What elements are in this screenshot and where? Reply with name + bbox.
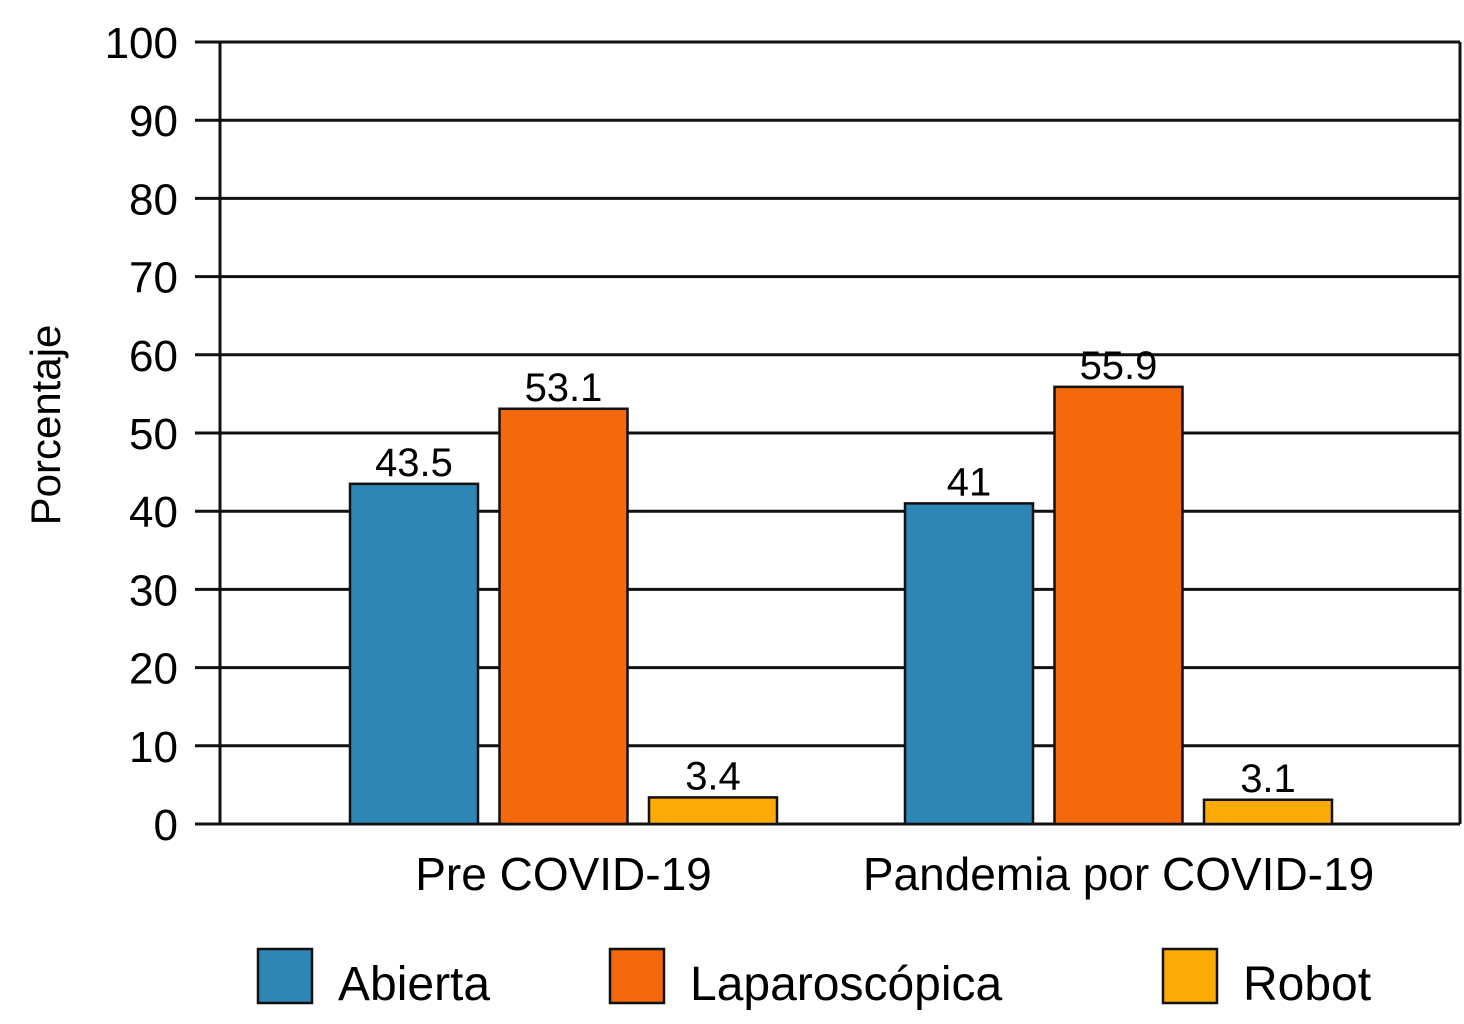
y-tick-label: 90	[129, 97, 178, 146]
y-tick-label: 30	[129, 566, 178, 615]
data-label: 53.1	[525, 366, 603, 410]
y-tick-label: 80	[129, 175, 178, 224]
y-axis-label: Porcentaje	[22, 325, 69, 526]
legend: Abierta Laparoscópica Robot	[256, 947, 1371, 1011]
legend-swatch-laparoscópica	[608, 947, 666, 1005]
y-tick-label: 0	[154, 801, 178, 850]
data-label: 55.9	[1080, 344, 1158, 388]
bar-abierta-1	[903, 502, 1035, 826]
data-labels: 43.5 53.1 3.4 41 55.9 3.1	[375, 344, 1296, 801]
x-category-label: Pre COVID-19	[415, 848, 712, 900]
bars	[348, 385, 1334, 826]
y-tick-label: 50	[129, 410, 178, 459]
y-tick-label: 10	[129, 723, 178, 772]
y-tick-label: 20	[129, 645, 178, 694]
bar-laparoscópica-0	[498, 407, 629, 826]
bar-robot-1	[1202, 798, 1334, 826]
bar-robot-0	[647, 796, 779, 826]
data-label: 3.1	[1240, 757, 1296, 801]
data-label: 3.4	[685, 754, 741, 798]
x-category-label: Pandemia por COVID-19	[863, 848, 1374, 900]
x-axis-categories: Pre COVID-19 Pandemia por COVID-19	[415, 848, 1374, 900]
y-tick-label: 60	[129, 332, 178, 381]
bar-laparoscópica-1	[1053, 385, 1184, 826]
y-tick-label: 70	[129, 254, 178, 303]
legend-swatch-robot	[1161, 947, 1219, 1005]
y-tick-label: 40	[129, 488, 178, 537]
legend-label: Laparoscópica	[690, 958, 1003, 1011]
legend-label: Abierta	[338, 958, 490, 1011]
y-axis-ticks: 0 10 20 30 40 50 60 70 80 90 100	[105, 19, 178, 850]
y-tick-label: 100	[105, 19, 178, 68]
data-label: 43.5	[375, 441, 453, 485]
data-label: 41	[947, 460, 992, 504]
legend-swatch-abierta	[256, 947, 314, 1005]
bar-abierta-0	[348, 482, 480, 826]
legend-label: Robot	[1243, 958, 1371, 1011]
